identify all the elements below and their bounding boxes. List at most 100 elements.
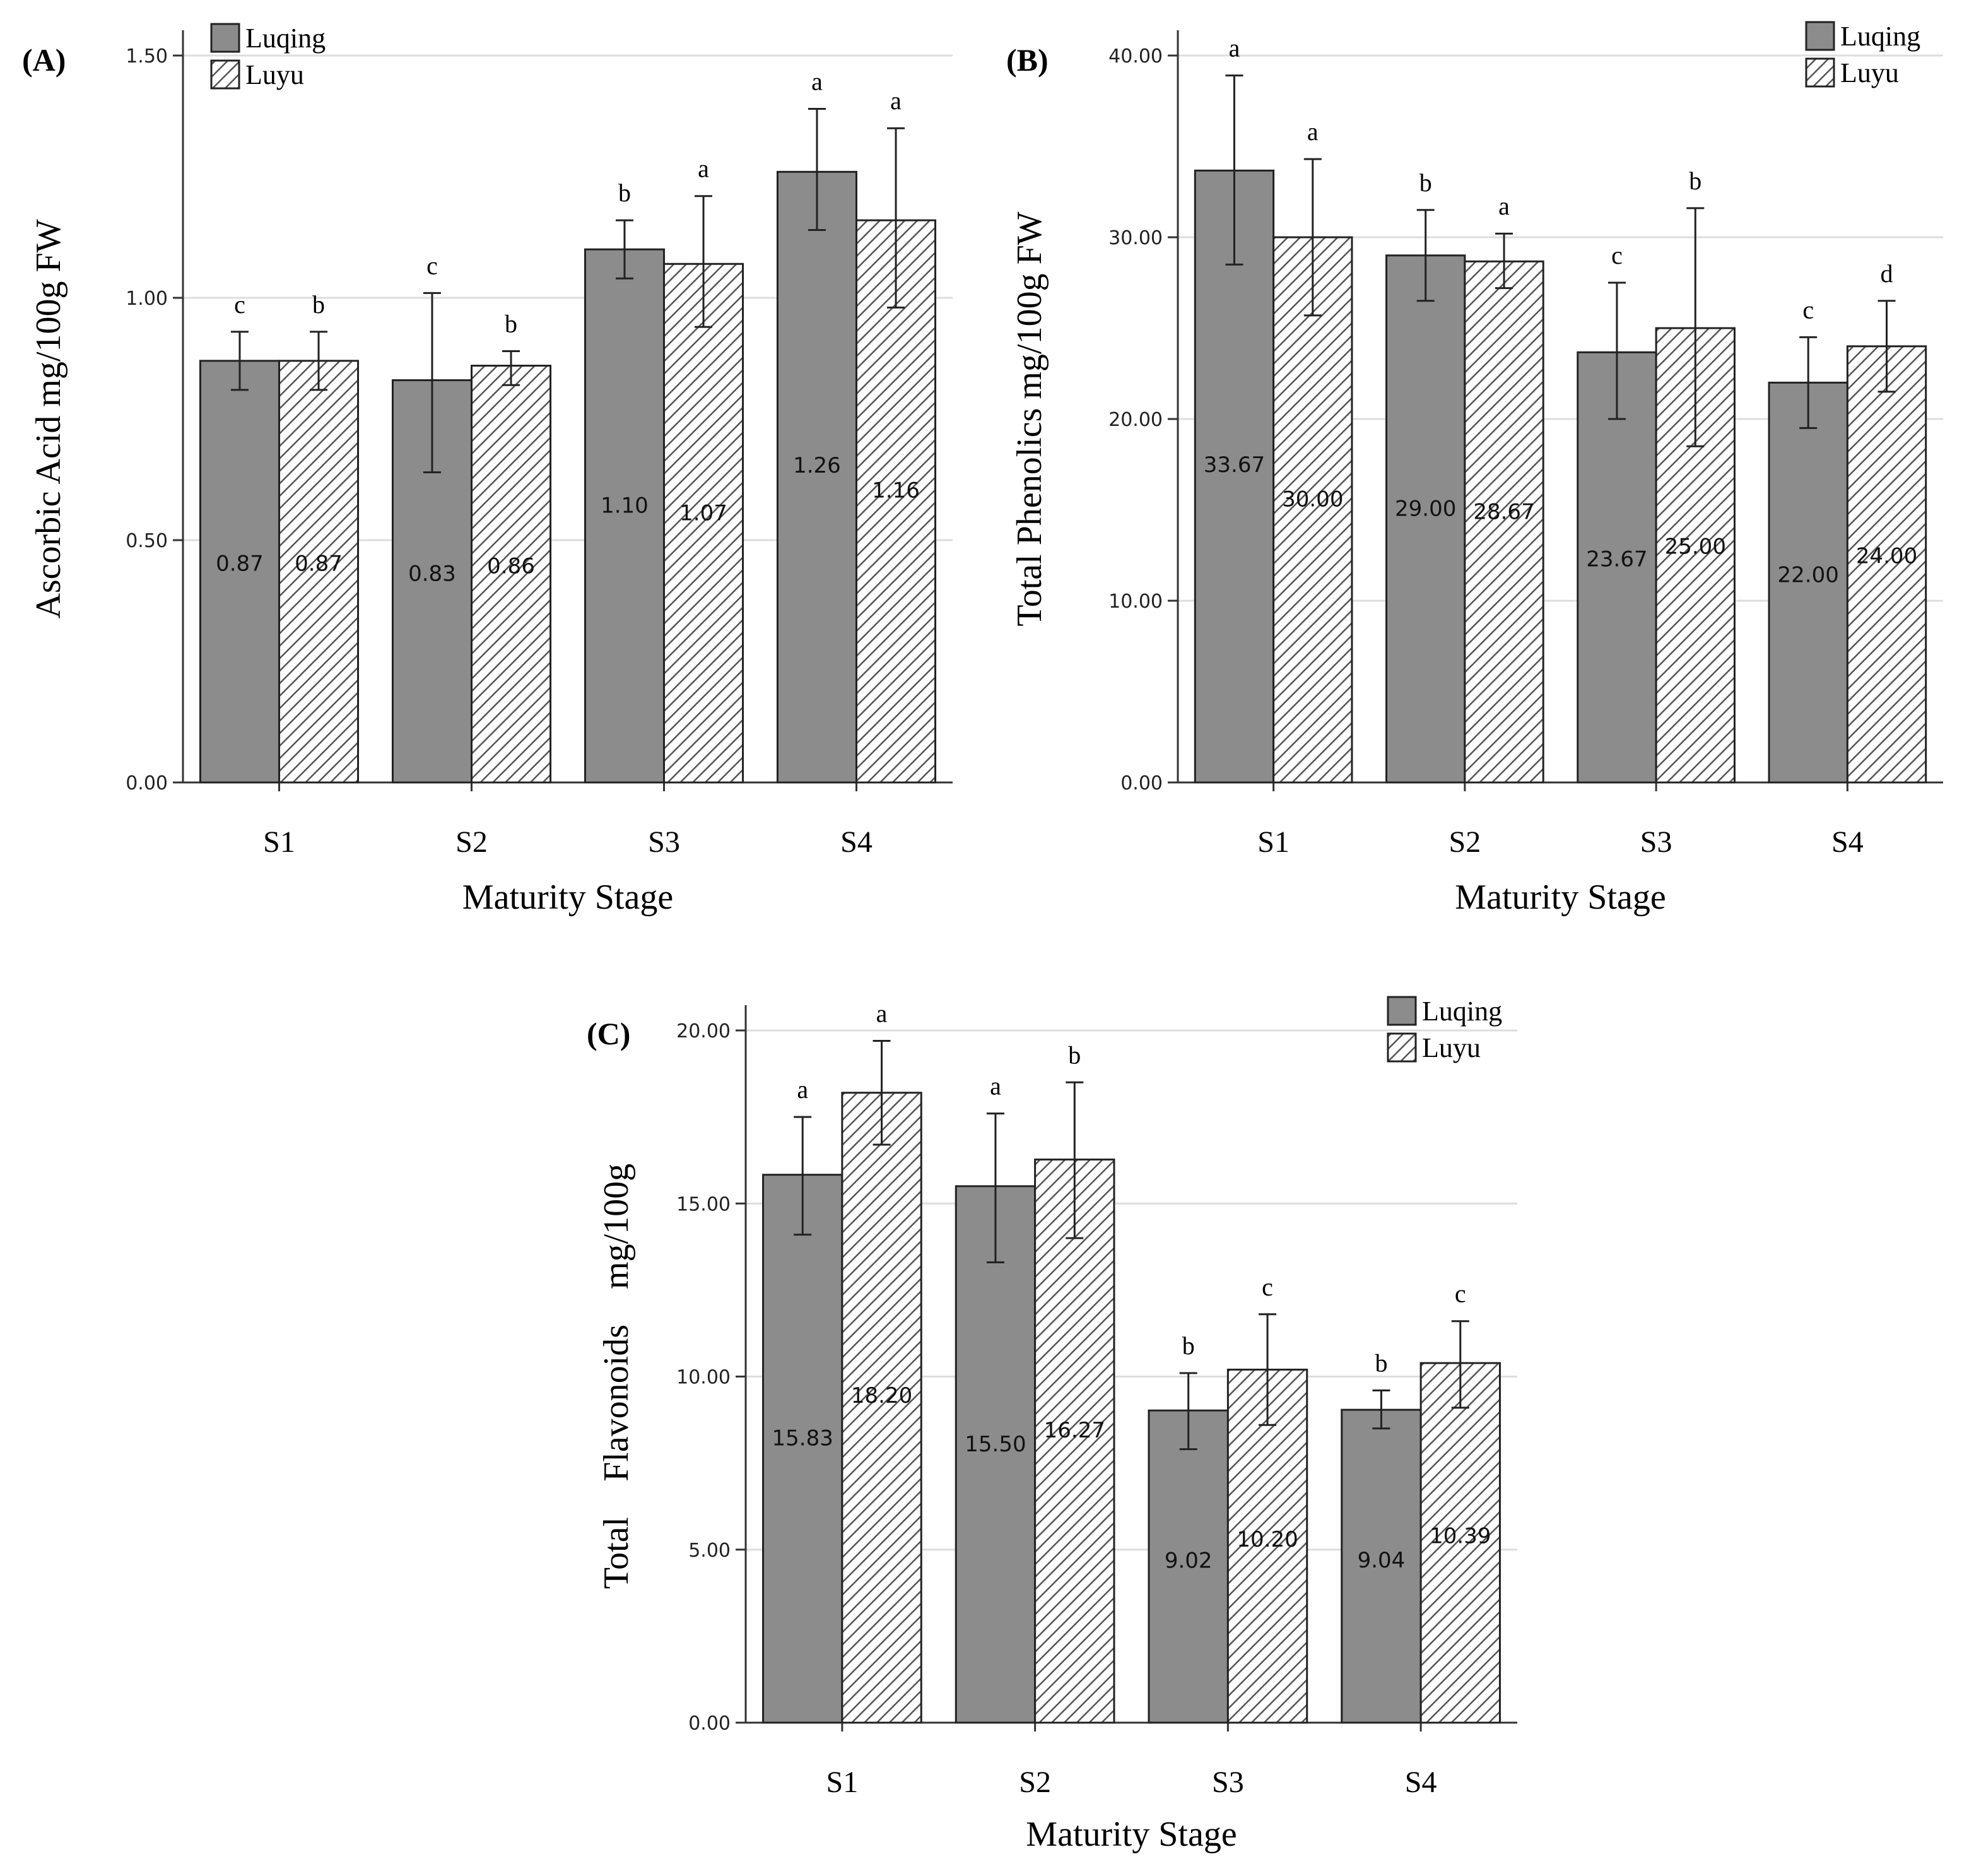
value-label: 0.83	[408, 562, 456, 587]
value-label: 23.67	[1586, 547, 1647, 572]
legend-label: Luqing	[245, 23, 326, 54]
significance-letter: a	[797, 1075, 808, 1104]
bar-luyu-s1	[278, 360, 360, 784]
value-label: 1.10	[601, 493, 649, 519]
bar-luqing-s1	[762, 1174, 843, 1724]
value-label: 0.86	[487, 554, 535, 579]
value-label: 22.00	[1778, 563, 1839, 588]
significance-letter: d	[1881, 259, 1893, 288]
category-label: S2	[1019, 1766, 1051, 1799]
y-tick-label: 5.00	[688, 1540, 731, 1562]
category-label: S2	[455, 825, 488, 859]
significance-letter: b	[1068, 1041, 1081, 1069]
significance-letter: c	[234, 290, 245, 319]
bar-luyu-s2	[1464, 260, 1544, 784]
y-tick-label: 0.00	[126, 772, 168, 794]
bar-luqing-s4	[1768, 381, 1848, 784]
y-tick-label: 1.00	[126, 288, 168, 310]
value-label: 24.00	[1856, 544, 1917, 569]
legend-swatch-luqing	[1805, 21, 1835, 51]
significance-letter: a	[1229, 34, 1240, 62]
value-label: 9.02	[1165, 1549, 1213, 1574]
value-label: 1.26	[793, 453, 841, 478]
bar-luqing-s3	[1577, 351, 1657, 784]
legend-swatch-luyu	[210, 59, 240, 90]
significance-letter: b	[312, 290, 325, 319]
value-label: 33.67	[1204, 452, 1265, 478]
bar-luqing-s2	[955, 1185, 1037, 1724]
value-label: 28.67	[1473, 500, 1534, 525]
y-tick-label: 15.00	[676, 1193, 731, 1215]
x-axis-label: Maturity Stage	[1026, 1815, 1237, 1854]
significance-letter: a	[811, 67, 823, 95]
significance-letter: a	[1498, 192, 1510, 220]
category-label: S3	[1640, 825, 1672, 859]
bar-luqing-s4	[1341, 1408, 1422, 1724]
bar-luyu-s4	[1846, 345, 1927, 784]
significance-letter: a	[1307, 117, 1319, 146]
legend-label: Luyu	[1422, 1032, 1481, 1063]
category-label: S1	[263, 825, 295, 859]
value-label: 1.07	[679, 501, 727, 526]
significance-letter: a	[698, 155, 709, 183]
bar-luyu-s2	[1034, 1159, 1115, 1724]
y-tick-label: 20.00	[676, 1020, 731, 1042]
value-label: 18.20	[851, 1383, 912, 1408]
significance-letter: b	[505, 309, 517, 338]
legend-swatch-luqing	[1387, 996, 1417, 1026]
category-label: S4	[1405, 1766, 1437, 1799]
panel-label: (C)	[587, 1016, 630, 1051]
legend-swatch-luqing	[210, 23, 240, 53]
value-label: 25.00	[1665, 534, 1726, 560]
value-label: 29.00	[1395, 497, 1456, 522]
significance-letter: c	[1802, 295, 1814, 324]
value-label: 0.87	[295, 552, 343, 577]
panel-c: 0.00 5.00 10.00 15.00 20.00 S1 a 15.83 a 18.20 S2 a…	[587, 996, 1517, 1854]
bar-luqing-s4	[776, 170, 857, 784]
significance-letter: b	[1689, 167, 1701, 195]
category-label: S1	[1257, 825, 1290, 859]
panel-b: 0.00 10.00 20.00 30.00 40.00 S1 a 33.67 a 30.00 S2…	[1006, 21, 1943, 917]
significance-letter: a	[990, 1072, 1001, 1100]
legend-swatch-luyu	[1387, 1032, 1417, 1063]
bar-luyu-s2	[471, 365, 552, 784]
category-label: S2	[1449, 825, 1481, 859]
y-axis-label: Ascorbic Acid mg/100g FW	[29, 219, 68, 618]
y-tick-label: 10.00	[676, 1367, 731, 1389]
x-axis-label: Maturity Stage	[462, 878, 673, 917]
panel-label: (B)	[1006, 42, 1049, 78]
value-label: 0.87	[216, 552, 264, 577]
y-tick-label: 30.00	[1108, 227, 1163, 249]
y-tick-label: 0.00	[1120, 772, 1163, 794]
y-axis-label: Total Phenolics mg/100g FW	[1010, 211, 1049, 626]
value-label: 9.04	[1358, 1548, 1406, 1573]
value-label: 1.16	[872, 478, 920, 504]
bar-luyu-s3	[663, 263, 744, 784]
significance-letter: c	[1611, 241, 1623, 269]
legend-label: Luqing	[1840, 21, 1920, 52]
y-tick-label: 10.00	[1108, 591, 1163, 613]
panel-a: 0.00 0.50 1.00 1.50 S1 c 0.87 b 0.87 S2 c 0.83 b 0.86…	[22, 23, 953, 917]
y-axis-label: Total Flavonoids mg/100g	[597, 1164, 636, 1589]
significance-letter: c	[426, 251, 438, 280]
bar-luyu-s4	[1419, 1362, 1501, 1724]
value-label: 16.27	[1044, 1418, 1105, 1443]
significance-letter: b	[1419, 168, 1432, 197]
value-label: 15.50	[965, 1432, 1026, 1457]
value-label: 30.00	[1282, 487, 1343, 512]
bar-luqing-s3	[1148, 1409, 1229, 1724]
legend-label: Luqing	[1422, 996, 1502, 1027]
significance-letter: b	[1182, 1331, 1195, 1360]
significance-letter: c	[1455, 1280, 1466, 1308]
value-label: 10.39	[1430, 1524, 1491, 1549]
category-label: S3	[648, 825, 680, 859]
significance-letter: c	[1262, 1273, 1273, 1301]
y-tick-label: 0.00	[688, 1713, 731, 1735]
y-tick-label: 20.00	[1108, 409, 1163, 431]
y-tick-label: 1.50	[126, 45, 168, 68]
category-label: S4	[1831, 825, 1864, 859]
bar-luyu-s3	[1226, 1369, 1308, 1724]
category-label: S3	[1212, 1766, 1244, 1799]
category-label: S4	[840, 825, 873, 859]
